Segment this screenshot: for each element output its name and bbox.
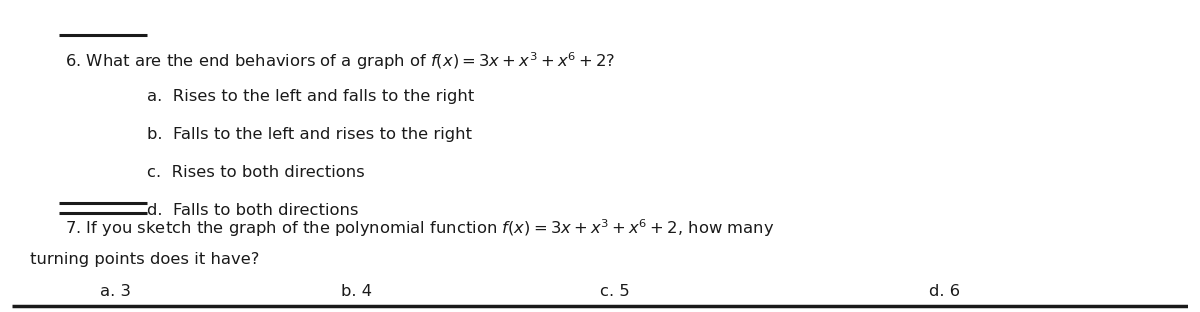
Text: d. 6: d. 6 — [929, 285, 960, 300]
Text: a. 3: a. 3 — [101, 285, 131, 300]
Text: b. 4: b. 4 — [341, 285, 372, 300]
Text: 7. If you sketch the graph of the polynomial function $f(x) = 3x + x^3 + x^6 + 2: 7. If you sketch the graph of the polyno… — [65, 217, 774, 239]
Text: 6. What are the end behaviors of a graph of $f(x) = 3x + x^3 + x^6 + 2$?: 6. What are the end behaviors of a graph… — [65, 51, 616, 72]
Text: c.  Rises to both directions: c. Rises to both directions — [148, 165, 365, 180]
Text: turning points does it have?: turning points does it have? — [30, 252, 259, 267]
Text: a.  Rises to the left and falls to the right: a. Rises to the left and falls to the ri… — [148, 89, 474, 104]
Text: c. 5: c. 5 — [600, 285, 630, 300]
Text: b.  Falls to the left and rises to the right: b. Falls to the left and rises to the ri… — [148, 127, 473, 142]
Text: d.  Falls to both directions: d. Falls to both directions — [148, 203, 359, 218]
